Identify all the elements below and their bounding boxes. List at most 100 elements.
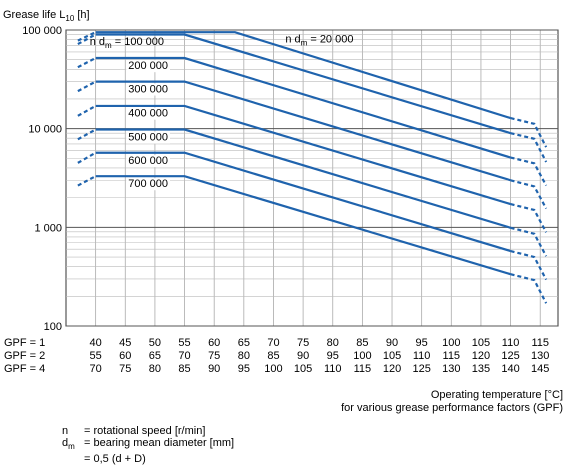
series-line-dashed-end xyxy=(510,132,548,163)
series-line xyxy=(95,33,511,135)
gpf-tick-label: 55 xyxy=(90,350,102,362)
gpf-tick-label: 120 xyxy=(383,363,401,375)
gpf-tick-label: 60 xyxy=(119,350,131,362)
series-line-dashed-end xyxy=(510,203,548,233)
gpf-tick-label: 70 xyxy=(178,350,190,362)
series-line-dashed-end xyxy=(510,273,548,304)
series-line xyxy=(95,128,511,229)
gpf-tick-label: 125 xyxy=(501,350,519,362)
gpf-tick-label: 100 xyxy=(442,337,460,349)
series-line-dashed-end xyxy=(510,179,548,210)
gpf-tick-label: 45 xyxy=(119,337,131,349)
series-line xyxy=(95,80,511,182)
gpf-tick-label: 85 xyxy=(178,363,190,375)
series-line xyxy=(95,151,511,253)
series-label: 700 000 xyxy=(128,178,168,190)
gpf-tick-label: 80 xyxy=(238,350,250,362)
gpf-tick-label: 70 xyxy=(90,363,102,375)
gpf-tick-label: 140 xyxy=(501,363,519,375)
symbol-legend: n = rotational speed [r/min] dm = bearing … xyxy=(62,425,234,465)
gpf-tick-label: 65 xyxy=(238,337,250,349)
legend-dm-formula-row: = 0,5 (d + D) xyxy=(62,453,234,465)
gpf-tick-label: 130 xyxy=(442,363,460,375)
gpf-tick-label: 130 xyxy=(531,350,549,362)
gpf-tick-label: 90 xyxy=(208,363,220,375)
series-line-dashed-start xyxy=(77,175,97,187)
gpf-tick-label: 115 xyxy=(531,337,549,349)
y-tick-label: 100 000 xyxy=(22,25,62,37)
gpf-tick-label: 110 xyxy=(324,363,342,375)
series-label: 600 000 xyxy=(128,155,168,167)
series-labels: n dm = 20 000 n dm = 100 000 200 000 300 00… xyxy=(90,34,353,191)
gpf-tick-label: 105 xyxy=(383,350,401,362)
legend-n-text: = rotational speed [r/min] xyxy=(84,425,206,437)
series-label: 300 000 xyxy=(128,84,168,96)
series-line-dashed-end xyxy=(510,249,548,281)
series-line-dashed-end xyxy=(510,156,548,187)
gpf-tick-label: 65 xyxy=(149,350,161,362)
gpf-tick-label: 115 xyxy=(443,350,461,362)
gpf-tick-label: 85 xyxy=(356,337,368,349)
legend-dm-formula: = 0,5 (d + D) xyxy=(84,453,146,466)
series-label: 200 000 xyxy=(128,60,168,72)
series-line-dashed-start xyxy=(77,80,97,93)
gpf-tick-label: 95 xyxy=(416,337,428,349)
gpf-tick-label: 120 xyxy=(472,350,490,362)
series-line xyxy=(95,56,511,159)
x-axis-title-line1: Operating temperature [°C] xyxy=(431,389,563,401)
gpf-tick-label: 75 xyxy=(119,363,131,375)
gpf-tick-label: 110 xyxy=(502,337,520,349)
legend-dm-text: = bearing mean diameter [mm] xyxy=(84,437,235,449)
series-line xyxy=(95,104,511,206)
series-label: 400 000 xyxy=(128,108,168,120)
gpf-axis-rows: GPF = 1 40 45 50 55 60 65 70 75 80 85 90 95 100 105 110… xyxy=(4,337,549,375)
x-axis-title-line2: for various grease performance factors (… xyxy=(341,402,563,414)
series-line-dashed-start xyxy=(77,128,97,141)
gpf-tick-label: 100 xyxy=(353,350,371,362)
legend-n-row: n = rotational speed [r/min] xyxy=(62,425,234,437)
y-tick-label: 1 000 xyxy=(34,222,62,234)
gpf-tick-label: 105 xyxy=(472,337,490,349)
y-axis-title: Grease life L10 [h] xyxy=(3,9,90,23)
series-line-dashed-start xyxy=(77,104,97,117)
gpf-tick-label: 115 xyxy=(354,363,372,375)
y-tick-label: 10 000 xyxy=(28,124,62,136)
legend-dm-symbol: dm xyxy=(62,437,75,452)
series-lines xyxy=(77,31,548,304)
gpf-tick-label: 80 xyxy=(327,337,339,349)
gpf-tick-label: 80 xyxy=(149,363,161,375)
series-label: n dm = 100 000 xyxy=(90,36,164,50)
legend-dm-row: dm = bearing mean diameter [mm] xyxy=(62,437,234,453)
gpf-row-label: GPF = 2 xyxy=(4,350,45,362)
gpf-tick-label: 95 xyxy=(238,363,250,375)
series-label: n dm = 20 000 xyxy=(285,34,353,48)
gpf-tick-label: 100 xyxy=(264,363,282,375)
series-line-dashed-start xyxy=(77,33,97,46)
gpf-tick-label: 95 xyxy=(327,350,339,362)
series-label: 500 000 xyxy=(128,132,168,144)
gpf-tick-label: 50 xyxy=(149,337,161,349)
gpf-row-label: GPF = 1 xyxy=(4,337,45,349)
y-tick-labels: 100 1 000 10 000 100 000 xyxy=(22,25,62,333)
gpf-tick-label: 55 xyxy=(178,337,190,349)
gpf-tick-label: 135 xyxy=(472,363,490,375)
grid xyxy=(65,29,559,327)
series-line-dashed-start xyxy=(77,57,97,69)
series-line xyxy=(95,175,511,276)
series-line-dashed-end xyxy=(510,117,548,148)
gpf-row-label: GPF = 4 xyxy=(4,363,45,375)
gpf-tick-label: 40 xyxy=(90,337,102,349)
gpf-tick-label: 90 xyxy=(297,350,309,362)
gpf-tick-label: 75 xyxy=(297,337,309,349)
gpf-tick-label: 75 xyxy=(208,350,220,362)
gpf-tick-label: 125 xyxy=(412,363,430,375)
gpf-tick-label: 105 xyxy=(294,363,312,375)
gpf-tick-label: 145 xyxy=(531,363,549,375)
gpf-tick-label: 70 xyxy=(267,337,279,349)
legend-n-symbol: n xyxy=(62,425,69,437)
series-line-dashed-start xyxy=(77,31,97,42)
y-tick-label: 100 xyxy=(44,321,62,333)
gpf-tick-label: 90 xyxy=(386,337,398,349)
series-line-dashed-end xyxy=(510,226,548,257)
